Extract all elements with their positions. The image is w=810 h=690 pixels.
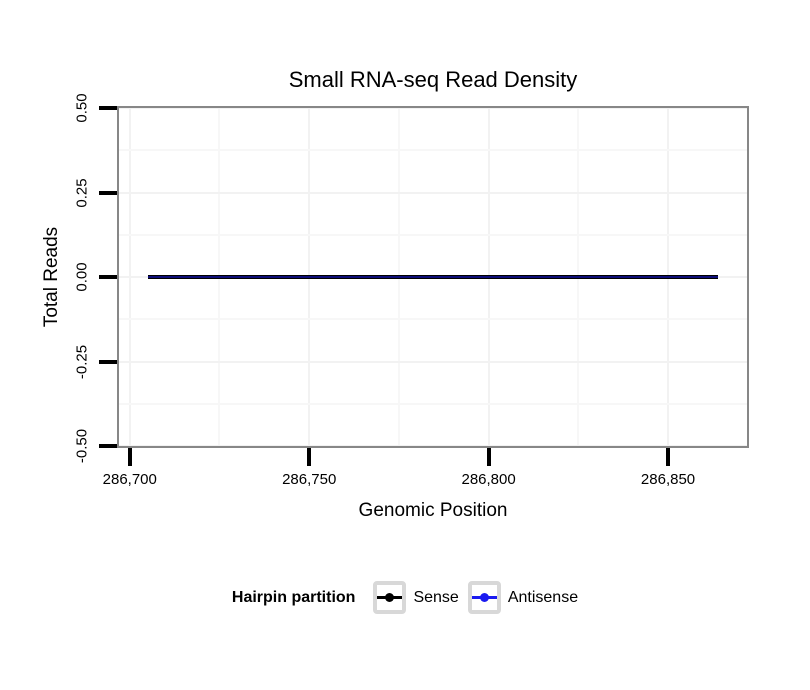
y-axis-tick — [99, 106, 117, 110]
y-tick-label: 0.50 — [73, 93, 91, 123]
x-axis-title: Genomic Position — [358, 500, 508, 521]
y-axis-title: Total Reads — [41, 226, 62, 328]
y-tick-label: -0.25 — [73, 344, 91, 379]
x-tick-label: 286,750 — [282, 471, 337, 488]
legend-label-antisense: Antisense — [507, 588, 579, 606]
y-axis-tick — [99, 275, 117, 279]
legend-item-sense: Sense — [373, 581, 459, 614]
data-line-antisense — [147, 276, 719, 278]
legend-title: Hairpin partition — [231, 588, 356, 606]
legend-key-dot-icon — [385, 593, 395, 602]
legend-key-antisense — [467, 581, 501, 614]
legend: Hairpin partition Sense Antisense — [0, 580, 810, 615]
x-axis-tick — [127, 448, 132, 466]
legend-key-sense — [373, 581, 407, 614]
legend-item-antisense: Antisense — [467, 581, 579, 614]
grid-major-h — [119, 360, 747, 363]
chart-title: Small RNA-seq Read Density — [288, 67, 578, 92]
x-axis-tick — [666, 448, 671, 466]
grid-major-h — [119, 107, 747, 109]
y-tick-label: 0.00 — [73, 262, 91, 292]
x-tick-label: 286,850 — [640, 471, 696, 488]
y-axis-tick — [99, 190, 117, 195]
grid-minor-h — [119, 318, 747, 321]
y-tick-label: 0.25 — [73, 177, 91, 208]
grid-major-h — [119, 191, 747, 194]
grid-minor-h — [119, 402, 747, 405]
x-axis-tick — [486, 448, 491, 466]
x-axis-tick — [307, 448, 312, 466]
legend-key-dot-icon — [479, 593, 489, 602]
y-tick-label: -0.50 — [73, 428, 91, 464]
y-axis-tick — [99, 444, 117, 448]
x-tick-label: 286,700 — [102, 471, 157, 488]
x-tick-label: 286,800 — [461, 471, 516, 488]
grid-minor-h — [119, 233, 747, 236]
grid-minor-h — [119, 149, 747, 152]
grid-major-h — [119, 445, 747, 447]
legend-label-sense: Sense — [413, 588, 459, 606]
y-axis-tick — [99, 359, 117, 364]
